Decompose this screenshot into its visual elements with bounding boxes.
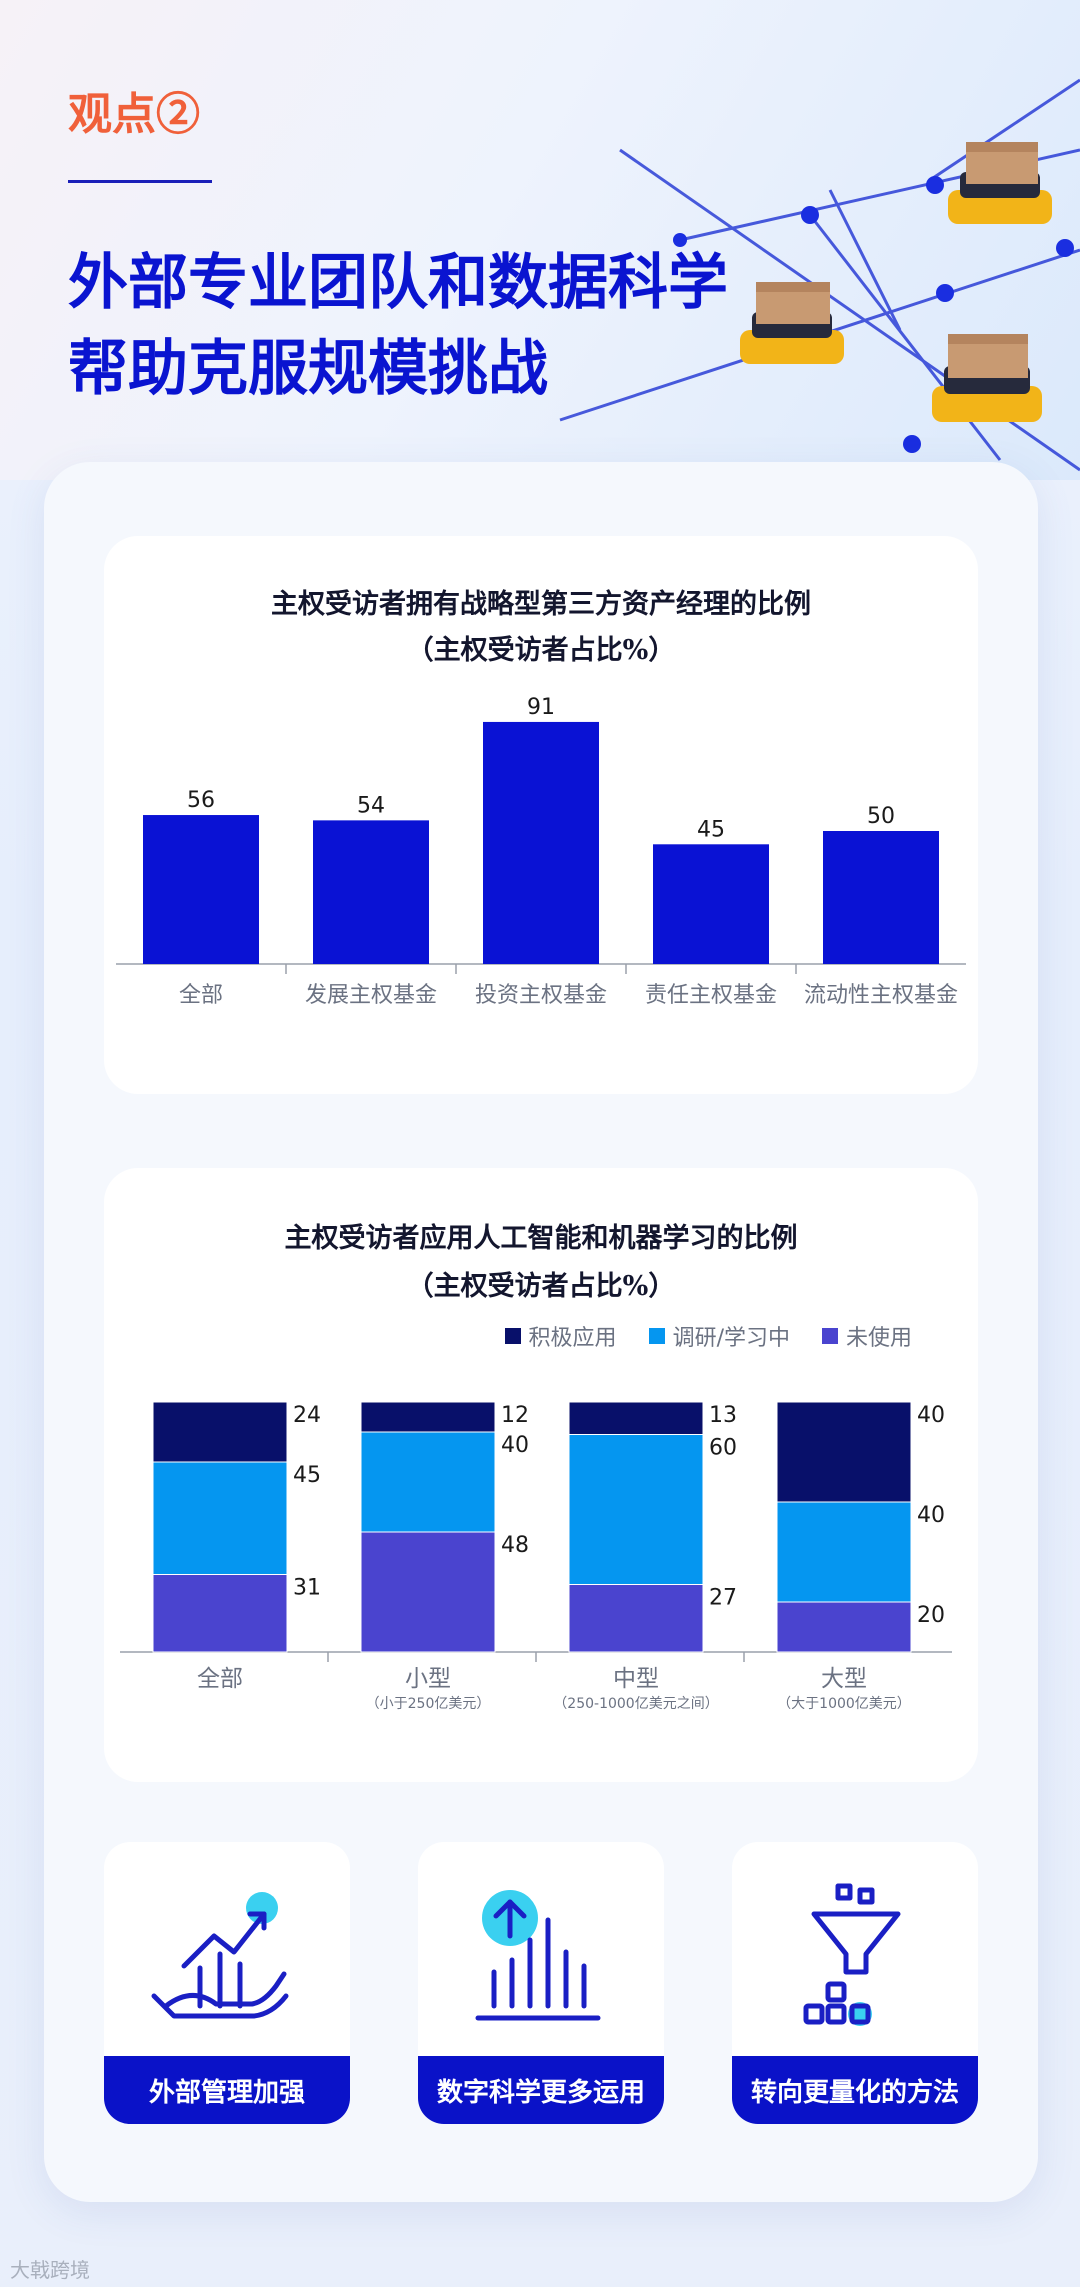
legend-swatch [821, 1328, 838, 1344]
stacked-bar-segment [776, 1401, 912, 1503]
funnel-blocks-icon [803, 1883, 901, 2026]
tile-label: 转向更量化的方法 [732, 2056, 978, 2124]
stacked-bar-segment [568, 1401, 704, 1435]
hero-background [0, 0, 1080, 480]
network-illustration [559, 78, 1080, 472]
legend-label: 积极应用 [528, 1326, 617, 1351]
x-tick-label: 大型 [821, 1666, 867, 1692]
stacked-bar-segment [776, 1601, 912, 1653]
legend-label: 调研/学习中 [672, 1326, 790, 1351]
chart2-card: 主权受访者应用人工智能和机器学习的比例 （主权受访者占比%） 积极应用 调研/学… [104, 1168, 978, 1782]
data-label: 20 [917, 1603, 945, 1628]
data-label: 54 [357, 793, 385, 818]
stacked-bar-segment [152, 1401, 288, 1463]
robot-box-icon [948, 142, 1052, 224]
data-label: 12 [501, 1403, 529, 1428]
stacked-bar-segment [568, 1434, 704, 1585]
robot-box-icon [932, 334, 1042, 422]
tile-label: 数字科学更多运用 [418, 2056, 664, 2124]
stacked-bar-segment [776, 1501, 912, 1603]
upload-bars-icon [475, 1890, 601, 2021]
legend-item: 调研/学习中 [648, 1320, 790, 1352]
chart2-legend: 积极应用 调研/学习中 未使用 [504, 1320, 912, 1352]
bar [313, 820, 429, 964]
data-label: 91 [527, 695, 555, 720]
chart2-subtitle: （主权受访者占比%） [406, 1271, 676, 1302]
stacked-bar-segment [360, 1401, 496, 1433]
data-label: 45 [697, 817, 725, 842]
x-tick-label: 流动性主权基金 [804, 983, 958, 1008]
chart1-subtitle: （主权受访者占比%） [406, 635, 676, 666]
bar [483, 721, 599, 964]
tile-quantitative: 转向更量化的方法 [732, 1842, 978, 2124]
data-label: 13 [709, 1403, 737, 1428]
section-kicker: 观点② [68, 89, 200, 140]
data-label: 24 [293, 1403, 321, 1428]
data-label: 40 [501, 1433, 529, 1458]
stacked-bar-segment [360, 1531, 496, 1653]
x-tick-label: 小型 [405, 1666, 451, 1692]
stacked-bar-segment [568, 1584, 704, 1653]
chart1-title: 主权受访者拥有战略型第三方资产经理的比例 [271, 589, 811, 620]
legend-swatch [504, 1328, 521, 1344]
chart2-title: 主权受访者应用人工智能和机器学习的比例 [284, 1223, 798, 1254]
x-tick-label: 中型 [613, 1666, 659, 1692]
x-tick-label: 责任主权基金 [645, 983, 777, 1008]
data-label: 56 [187, 788, 215, 813]
stacked-bar-segment [152, 1574, 288, 1653]
bar [823, 831, 939, 964]
data-label: 50 [867, 804, 895, 829]
stacked-bar-segment [360, 1431, 496, 1533]
chart2-svg: 24 45 31 全部 12 40 48 小型 （小于250亿美元） 13 60 27 中型 （250-1… [120, 1401, 952, 1712]
data-label: 48 [501, 1533, 529, 1558]
kicker-divider [68, 180, 212, 183]
data-label: 31 [293, 1576, 321, 1601]
x-tick-note: （小于250亿美元） [366, 1696, 491, 1712]
page-headline: 外部专业团队和数据科学 帮助克服规模挑战 [68, 240, 728, 412]
chart1-card: 主权受访者拥有战略型第三方资产经理的比例 （主权受访者占比%） 56 全部 54 发展… [104, 536, 978, 1094]
legend-item: 未使用 [821, 1320, 912, 1352]
headline-line: 外部专业团队和数据科学 [68, 248, 728, 318]
data-label: 40 [917, 1403, 945, 1428]
data-label: 60 [709, 1436, 737, 1461]
tile-data-science: 数字科学更多运用 [418, 1842, 664, 2124]
tile-label: 外部管理加强 [104, 2056, 350, 2124]
chart1-svg: 56 全部 54 发展主权基金 91 投资主权基金 45 责任主权基金 50 流动性主权基金 [116, 695, 966, 1008]
legend-label: 未使用 [845, 1326, 912, 1351]
headline-line: 帮助克服规模挑战 [68, 334, 548, 404]
x-tick-label: 全部 [179, 983, 223, 1008]
x-tick-note: （250-1000亿美元之间） [553, 1696, 718, 1712]
watermark: 大戟跨境 [10, 2258, 90, 2282]
legend-swatch [648, 1328, 665, 1344]
robot-box-icon [740, 282, 844, 364]
hand-growth-chart-icon [151, 1892, 289, 2019]
stacked-bar-segment [152, 1461, 288, 1575]
x-tick-label: 发展主权基金 [305, 983, 437, 1008]
legend-item: 积极应用 [504, 1320, 617, 1352]
x-tick-label: 全部 [197, 1666, 243, 1692]
data-label: 40 [917, 1503, 945, 1528]
x-tick-label: 投资主权基金 [475, 983, 607, 1008]
bar [143, 815, 259, 964]
data-label: 27 [709, 1586, 737, 1611]
data-label: 45 [293, 1463, 321, 1488]
x-tick-note: （大于1000亿美元） [777, 1696, 911, 1712]
bar [653, 844, 769, 964]
tile-external-management: 外部管理加强 [104, 1842, 350, 2124]
